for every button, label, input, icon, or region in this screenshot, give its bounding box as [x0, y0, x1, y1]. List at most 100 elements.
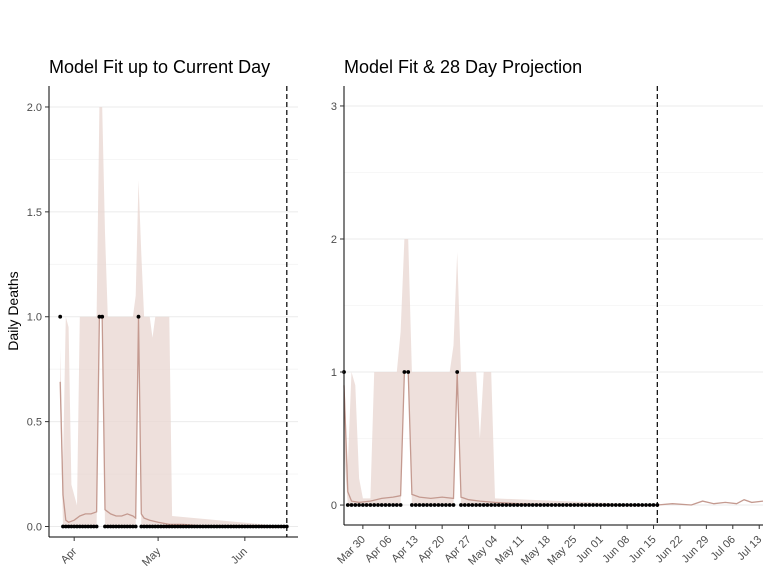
observed-death-point	[621, 503, 626, 507]
observed-death-point	[466, 503, 471, 507]
observed-death-point	[91, 524, 96, 529]
observed-death-point	[572, 503, 577, 507]
observed-death-point	[545, 503, 550, 507]
observed-death-point	[561, 503, 565, 507]
observed-death-point	[440, 503, 444, 507]
observed-death-point	[496, 503, 501, 507]
observed-death-point	[595, 503, 599, 507]
observed-death-point	[576, 503, 580, 507]
panel-model-fit: Model Fit up to Current Day 0.0 0.5 1.0 1.5…	[27, 57, 298, 569]
observed-death-point	[493, 503, 497, 507]
observed-death-point	[212, 524, 217, 529]
y-tick-label: 2.0	[27, 102, 42, 114]
x-tick-label: Apr 06	[363, 534, 394, 565]
observed-death-point	[451, 503, 456, 507]
observed-death-point	[131, 524, 135, 529]
observed-death-point	[105, 524, 110, 529]
observed-death-point	[527, 503, 531, 507]
x-tick-label: Apr 13	[389, 534, 420, 565]
observed-death-point	[142, 524, 147, 529]
observed-death-point	[203, 524, 208, 529]
observed-death-point	[640, 503, 645, 507]
observed-death-point	[100, 314, 105, 319]
observed-death-point	[394, 503, 399, 507]
observed-death-point	[564, 503, 569, 507]
observed-death-point	[530, 503, 535, 507]
observed-death-point	[651, 503, 656, 507]
observed-death-point	[606, 503, 611, 507]
observed-death-point	[583, 503, 588, 507]
observed-death-point	[542, 503, 546, 507]
observed-death-point	[229, 524, 233, 529]
observed-death-point	[470, 503, 475, 507]
observed-death-point	[86, 524, 91, 529]
observed-death-point	[61, 524, 65, 529]
x-tick-label: Jun 29	[680, 534, 712, 566]
observed-death-point	[170, 524, 175, 529]
panel-projection: Model Fit & 28 Day Projection 0 1 2 3 Mar 30…	[331, 57, 764, 568]
observed-death-point	[379, 503, 384, 507]
observed-death-point	[108, 524, 113, 529]
y-tick-label: 1.0	[27, 312, 42, 324]
observed-death-point	[500, 503, 505, 507]
observed-death-point	[265, 524, 270, 529]
observed-death-point	[206, 524, 211, 529]
observed-death-point	[598, 503, 603, 507]
observed-death-point	[125, 524, 130, 529]
observed-death-point	[268, 524, 272, 529]
observed-death-point	[63, 524, 68, 529]
observed-death-point	[80, 524, 85, 529]
observed-death-point	[282, 524, 286, 529]
observed-death-point	[647, 503, 652, 507]
observed-death-point	[489, 503, 494, 507]
x-tick-label: May	[140, 545, 164, 569]
y-tick-label: 0.0	[27, 522, 42, 534]
observed-death-point	[549, 503, 554, 507]
observed-death-point	[636, 503, 641, 507]
observed-death-point	[425, 503, 429, 507]
observed-death-point	[428, 503, 433, 507]
confidence-ribbon	[344, 239, 658, 505]
y-tick-label: 2	[331, 234, 337, 246]
observed-death-point	[417, 503, 422, 507]
observed-death-point	[164, 524, 169, 529]
observed-death-point	[156, 524, 161, 529]
model-fit-line	[343, 371, 764, 506]
observed-death-point	[231, 524, 236, 529]
observed-death-point	[387, 503, 392, 507]
observed-death-point	[353, 503, 358, 507]
x-tick-label: May 04	[466, 534, 500, 568]
observed-death-point	[189, 524, 194, 529]
observed-death-point	[175, 524, 180, 529]
observed-death-point	[254, 524, 258, 529]
observed-death-point	[591, 503, 595, 507]
observed-death-point	[432, 503, 437, 507]
observed-death-point	[485, 503, 490, 507]
observed-death-point	[402, 370, 407, 374]
observed-death-point	[519, 503, 524, 507]
observed-death-point	[75, 524, 79, 529]
observed-death-point	[568, 503, 573, 507]
observed-death-point	[276, 524, 281, 529]
observed-death-point	[553, 503, 558, 507]
observed-death-point	[376, 503, 380, 507]
observed-death-point	[617, 503, 622, 507]
observed-death-point	[161, 524, 166, 529]
observed-death-point	[122, 524, 127, 529]
observed-death-point	[504, 503, 509, 507]
observed-death-point	[114, 524, 118, 529]
x-tick-label: Apr 20	[416, 534, 447, 565]
observed-death-point	[364, 503, 369, 507]
observed-death-point	[226, 524, 231, 529]
observed-death-point	[66, 524, 71, 529]
observed-death-point	[455, 370, 460, 374]
observed-death-point	[147, 524, 152, 529]
observed-death-point	[72, 524, 77, 529]
x-tick-label: Mar 30	[335, 534, 368, 567]
observed-death-point	[436, 503, 441, 507]
observed-death-point	[136, 314, 141, 319]
observed-death-point	[368, 503, 373, 507]
observed-death-point	[242, 524, 247, 529]
x-tick-label: Jun 08	[600, 534, 632, 566]
